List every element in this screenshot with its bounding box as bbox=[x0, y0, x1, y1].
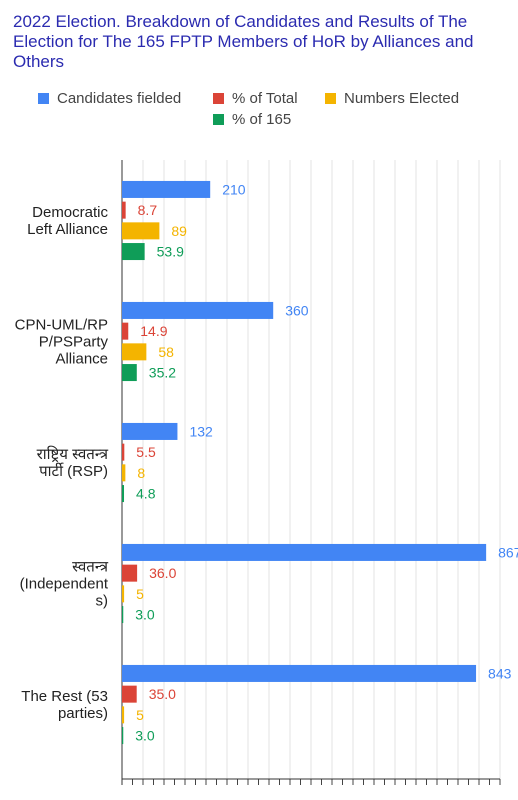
data-label: 4.8 bbox=[136, 486, 156, 502]
legend-item-percent-of-165: % of 165 bbox=[213, 111, 291, 128]
legend-item-candidates-fielded: Candidates fielded bbox=[38, 90, 181, 107]
bar bbox=[122, 706, 125, 724]
category-label-line: parties) bbox=[58, 705, 108, 722]
legend-swatch-candidates-fielded bbox=[38, 93, 49, 104]
bar bbox=[122, 585, 125, 603]
data-label: 210 bbox=[222, 181, 246, 197]
data-label: 132 bbox=[189, 423, 213, 439]
data-label: 5 bbox=[136, 586, 144, 602]
bar bbox=[122, 422, 178, 440]
legend-swatch-percent-of-165 bbox=[213, 114, 224, 125]
bar bbox=[122, 222, 160, 240]
data-label: 14.9 bbox=[140, 323, 167, 339]
bar bbox=[122, 685, 137, 703]
data-label: 867 bbox=[498, 544, 518, 560]
bar bbox=[122, 664, 477, 682]
data-label: 35.0 bbox=[149, 686, 176, 702]
legend-label-numbers-elected: Numbers Elected bbox=[344, 90, 460, 107]
category-label-line: (Independent bbox=[20, 576, 109, 593]
category-label: राष्ट्रिय स्वतन्त्र पार्टी (RSP) bbox=[37, 445, 109, 480]
category-label-line: s) bbox=[96, 593, 109, 610]
category-label-line: P/PSParty bbox=[39, 334, 109, 351]
legend-item-percent-of-total: % of Total bbox=[213, 90, 298, 107]
bar bbox=[122, 301, 274, 319]
bar bbox=[122, 543, 487, 561]
category-label: Democratic Left Alliance bbox=[27, 204, 108, 238]
data-label: 53.9 bbox=[157, 244, 184, 260]
chart-title: 2022 Election. Breakdown of Candidates a… bbox=[13, 12, 474, 71]
bar bbox=[122, 443, 125, 461]
category-label: स्वतन्त्र (Independent s) bbox=[20, 559, 109, 610]
category-label-line: CPN-UML/RP bbox=[15, 317, 108, 334]
legend-swatch-percent-of-total bbox=[213, 93, 224, 104]
bar bbox=[122, 243, 145, 261]
bar bbox=[122, 364, 137, 382]
data-label: 36.0 bbox=[149, 565, 176, 581]
legend-swatch-numbers-elected bbox=[325, 93, 336, 104]
bar bbox=[122, 180, 211, 198]
category-label-line: पार्टी (RSP) bbox=[39, 462, 108, 480]
category-label-line: Alliance bbox=[55, 351, 108, 368]
legend-item-numbers-elected: Numbers Elected bbox=[325, 90, 459, 107]
bar bbox=[122, 343, 147, 361]
data-label: 8 bbox=[137, 465, 145, 481]
data-label: 3.0 bbox=[135, 728, 155, 744]
legend-label-candidates-fielded: Candidates fielded bbox=[57, 90, 182, 107]
category-label-line: Democratic bbox=[32, 204, 108, 221]
data-label: 35.2 bbox=[149, 365, 176, 381]
category-label-line: Left Alliance bbox=[27, 221, 108, 238]
bar bbox=[122, 464, 126, 482]
category-label: CPN-UML/RP P/PSParty Alliance bbox=[15, 317, 109, 368]
data-label: 58 bbox=[158, 344, 174, 360]
data-label: 843 bbox=[488, 665, 512, 681]
data-label: 8.7 bbox=[138, 202, 158, 218]
bar bbox=[122, 201, 126, 219]
data-label: 89 bbox=[171, 223, 187, 239]
data-label: 5.5 bbox=[136, 444, 156, 460]
legend-label-percent-of-165: % of 165 bbox=[232, 111, 292, 128]
category-label-line: स्वतन्त्र bbox=[72, 559, 109, 576]
bar bbox=[122, 606, 124, 624]
data-label: 360 bbox=[285, 302, 309, 318]
data-label: 3.0 bbox=[135, 607, 155, 623]
category-label-line: राष्ट्रिय स्वतन्त्र bbox=[37, 445, 109, 463]
bar bbox=[122, 485, 125, 503]
category-label: The Rest (53 parties) bbox=[21, 688, 108, 722]
bar bbox=[122, 564, 138, 582]
data-label: 5 bbox=[136, 707, 144, 723]
bar bbox=[122, 322, 129, 340]
category-label-line: The Rest (53 bbox=[21, 688, 108, 705]
legend-label-percent-of-total: % of Total bbox=[232, 90, 298, 107]
bar bbox=[122, 727, 124, 745]
